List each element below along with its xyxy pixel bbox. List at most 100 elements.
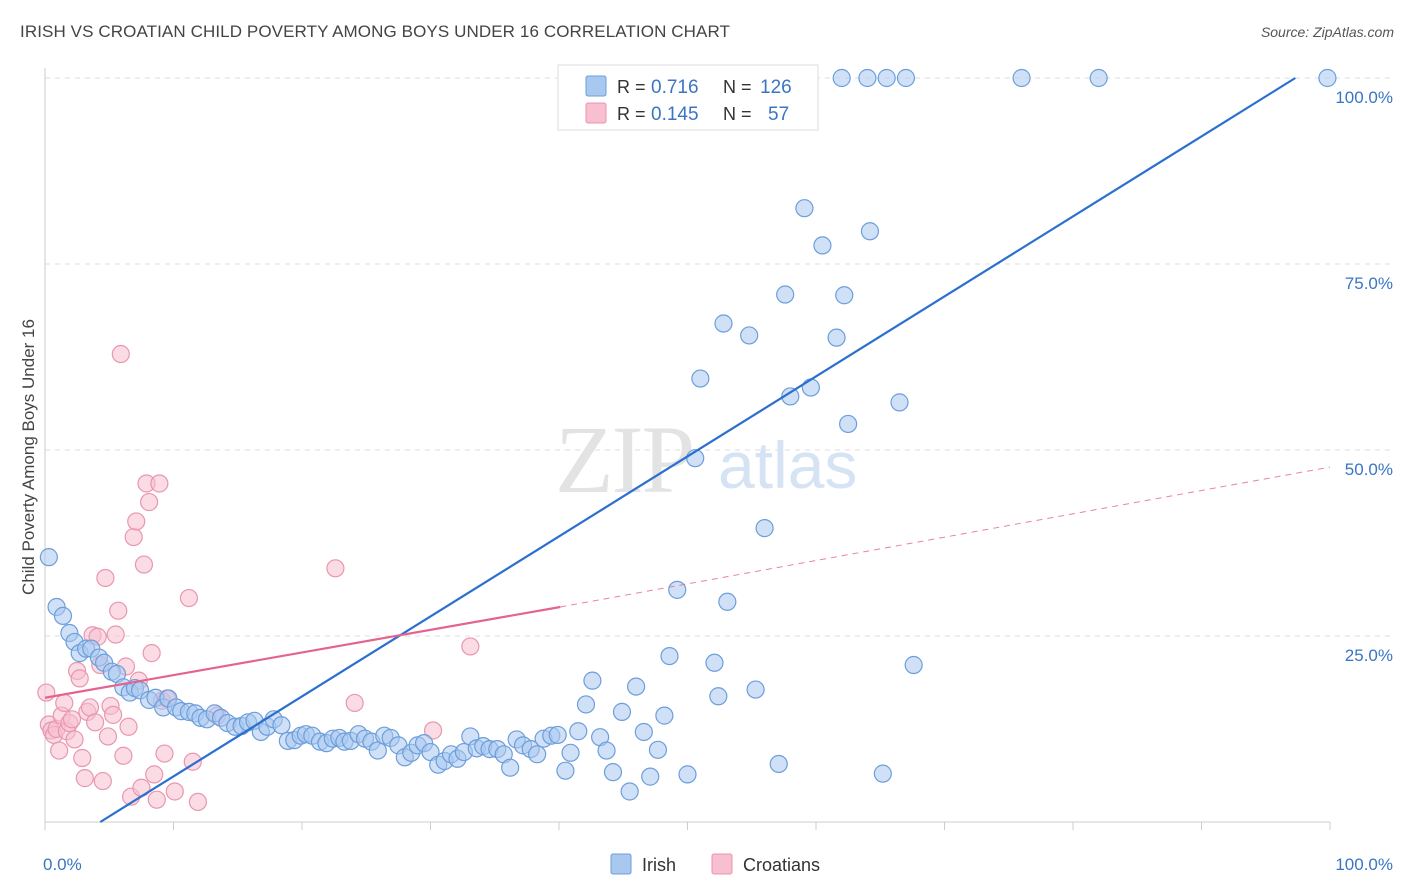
y-axis-label: Child Poverty Among Boys Under 16 (19, 319, 38, 595)
croatian-point (50, 741, 69, 760)
bottom-legend-irish-label: Irish (642, 855, 676, 875)
trend-lines (44, 77, 1331, 823)
irish-point (668, 580, 687, 599)
irish-point (501, 758, 520, 777)
legend-croatian-r-value: 0.145 (651, 104, 699, 125)
irish-point (873, 764, 892, 783)
irish-point (714, 314, 733, 333)
irish-point (1318, 68, 1337, 88)
legend-croatian-n-label: N = (723, 104, 752, 124)
irish-point (556, 761, 575, 780)
croatian-point (109, 601, 128, 620)
irish-point (858, 68, 877, 88)
irish-point (746, 680, 765, 699)
irish-point (569, 722, 588, 741)
irish-point (272, 716, 291, 735)
irish-point (528, 745, 547, 764)
irish-point (904, 655, 923, 675)
y-tick-label: 75.0% (1345, 274, 1393, 293)
croatian-point (62, 710, 82, 729)
irish-points (39, 68, 1337, 801)
croatian-point (65, 730, 84, 749)
irish-point (776, 285, 795, 304)
croatian-point (134, 555, 154, 574)
croatian-point (188, 792, 208, 812)
croatian-point (461, 637, 480, 656)
irish-point (655, 706, 674, 725)
croatian-point (75, 769, 94, 788)
legend: R = 0.716 N = 126 R = 0.145 N = 57 (557, 64, 819, 131)
croatian-point (119, 717, 138, 736)
irish-point (1089, 68, 1108, 88)
croatian-point (93, 771, 112, 791)
irish-point (718, 592, 737, 611)
tick-labels: 25.0% 50.0% 75.0% 100.0% 0.0% 100.0% (43, 88, 1393, 874)
legend-irish-n-label: N = (723, 77, 752, 97)
irish-point (583, 671, 602, 690)
irish-point (612, 702, 632, 721)
croatian-trend-line-dashed (560, 466, 1331, 608)
irish-point (827, 328, 846, 347)
legend-croatian-swatch (585, 102, 607, 124)
irish-point (813, 236, 832, 255)
croatian-trend-line (44, 605, 561, 699)
irish-point (890, 393, 909, 412)
irish-point (660, 646, 679, 666)
x-tick-label: 0.0% (43, 855, 82, 874)
croatian-point (150, 474, 169, 493)
legend-croatian-r-label: R = (617, 104, 646, 124)
chart-title: IRISH VS CROATIAN CHILD POVERTY AMONG BO… (20, 22, 731, 41)
irish-point (548, 725, 567, 745)
irish-point (755, 519, 774, 538)
irish-point (39, 548, 58, 567)
croatian-point (98, 727, 118, 746)
chart-source: Source: ZipAtlas.com (1260, 24, 1394, 40)
legend-irish-swatch (585, 75, 607, 97)
croatian-point (147, 790, 166, 809)
irish-point (641, 767, 660, 786)
irish-point (705, 653, 724, 672)
croatian-point (139, 492, 159, 512)
legend-irish-n-value: 126 (760, 77, 792, 98)
bottom-legend-croatian-label: Croatians (743, 855, 820, 875)
y-tick-label: 50.0% (1345, 460, 1393, 479)
irish-point (860, 222, 880, 241)
irish-point (801, 378, 820, 397)
irish-point (603, 763, 623, 782)
bottom-legend: Irish Croatians (610, 853, 820, 875)
irish-point (709, 687, 728, 706)
legend-croatian-n-value: 57 (768, 104, 789, 125)
irish-point (839, 414, 858, 434)
croatian-point (55, 693, 74, 713)
croatian-point (423, 721, 443, 740)
irish-point (53, 606, 73, 626)
grid (45, 77, 1395, 637)
irish-point (896, 68, 916, 88)
y-tick-label: 100.0% (1335, 88, 1393, 107)
irish-point (626, 677, 646, 696)
irish-point (620, 782, 639, 801)
x-tick-label: 100.0% (1335, 855, 1393, 874)
croatian-point (106, 625, 125, 644)
croatian-point (86, 713, 105, 732)
irish-point (691, 369, 710, 388)
irish-point (740, 326, 759, 345)
irish-point (1012, 68, 1031, 88)
croatian-point (104, 705, 123, 724)
irish-point (795, 199, 814, 218)
croatian-point (73, 748, 92, 768)
croatian-point (345, 693, 364, 713)
croatian-point (124, 527, 143, 547)
irish-point (648, 740, 668, 759)
croatian-point (70, 669, 89, 688)
irish-point (597, 741, 616, 760)
irish-point (832, 68, 851, 88)
croatian-point (111, 344, 130, 364)
watermark-atlas: atlas (718, 428, 857, 502)
croatian-point (179, 588, 199, 608)
irish-point (678, 765, 697, 784)
legend-irish-r-label: R = (617, 77, 646, 97)
legend-irish-r-value: 0.716 (651, 77, 699, 98)
croatian-point (326, 559, 345, 578)
